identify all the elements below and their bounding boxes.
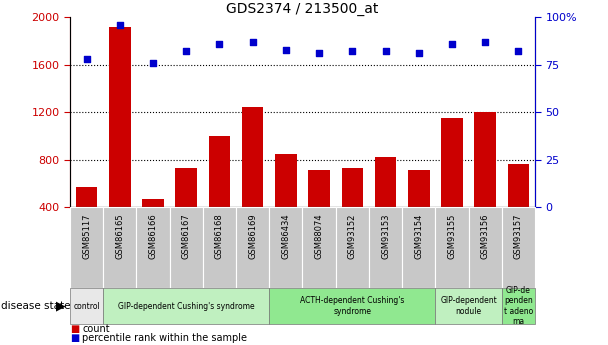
Bar: [336, 207, 369, 288]
Bar: [441, 118, 463, 207]
Text: percentile rank within the sample: percentile rank within the sample: [82, 333, 247, 343]
Bar: [70, 288, 103, 324]
Text: GSM86167: GSM86167: [182, 214, 191, 259]
Bar: [236, 207, 269, 288]
Bar: [408, 170, 430, 207]
Point: [480, 39, 490, 45]
Text: GIP-de
penden
t adeno
ma: GIP-de penden t adeno ma: [504, 286, 533, 326]
Bar: [469, 207, 502, 288]
Bar: [275, 154, 297, 207]
Bar: [109, 27, 131, 207]
Point: [115, 22, 125, 28]
Text: GSM93155: GSM93155: [447, 214, 457, 259]
Point: [381, 49, 390, 54]
Text: GSM93156: GSM93156: [481, 214, 489, 259]
Title: GDS2374 / 213500_at: GDS2374 / 213500_at: [226, 2, 379, 16]
Text: GSM93152: GSM93152: [348, 214, 357, 259]
Text: GSM86434: GSM86434: [282, 214, 291, 259]
Text: GSM93153: GSM93153: [381, 214, 390, 259]
Point: [447, 41, 457, 47]
Bar: [170, 207, 203, 288]
Text: ■: ■: [70, 324, 79, 334]
Text: GIP-dependent
nodule: GIP-dependent nodule: [440, 296, 497, 316]
Bar: [203, 207, 236, 288]
Bar: [242, 107, 263, 207]
Bar: [308, 170, 330, 207]
Bar: [175, 168, 197, 207]
Point: [281, 47, 291, 52]
Point: [248, 39, 258, 45]
Text: GSM86168: GSM86168: [215, 214, 224, 259]
Text: GSM93157: GSM93157: [514, 214, 523, 259]
Text: ▶: ▶: [56, 300, 66, 313]
Point: [514, 49, 523, 54]
Text: GSM85117: GSM85117: [82, 214, 91, 259]
Text: GSM86165: GSM86165: [116, 214, 124, 259]
Bar: [342, 168, 363, 207]
Bar: [302, 207, 336, 288]
Text: count: count: [82, 324, 109, 334]
Bar: [103, 207, 136, 288]
Bar: [402, 207, 435, 288]
Bar: [103, 288, 269, 324]
Bar: [474, 112, 496, 207]
Text: GIP-dependent Cushing's syndrome: GIP-dependent Cushing's syndrome: [118, 302, 255, 311]
Point: [314, 50, 324, 56]
Bar: [269, 207, 302, 288]
Point: [181, 49, 191, 54]
Bar: [209, 136, 230, 207]
Point: [215, 41, 224, 47]
Bar: [136, 207, 170, 288]
Bar: [502, 288, 535, 324]
Text: GSM86169: GSM86169: [248, 214, 257, 259]
Bar: [375, 157, 396, 207]
Text: ■: ■: [70, 333, 79, 343]
Bar: [76, 187, 97, 207]
Text: ACTH-dependent Cushing's
syndrome: ACTH-dependent Cushing's syndrome: [300, 296, 404, 316]
Bar: [70, 207, 103, 288]
Point: [148, 60, 158, 66]
Bar: [508, 164, 529, 207]
Bar: [269, 288, 435, 324]
Bar: [435, 207, 469, 288]
Bar: [142, 199, 164, 207]
Text: disease state: disease state: [1, 301, 71, 311]
Text: GSM88074: GSM88074: [314, 214, 323, 259]
Bar: [502, 207, 535, 288]
Point: [414, 50, 424, 56]
Text: GSM86166: GSM86166: [148, 214, 157, 259]
Bar: [369, 207, 402, 288]
Point: [347, 49, 357, 54]
Text: GSM93154: GSM93154: [414, 214, 423, 259]
Bar: [435, 288, 502, 324]
Text: control: control: [73, 302, 100, 311]
Point: [81, 56, 91, 62]
